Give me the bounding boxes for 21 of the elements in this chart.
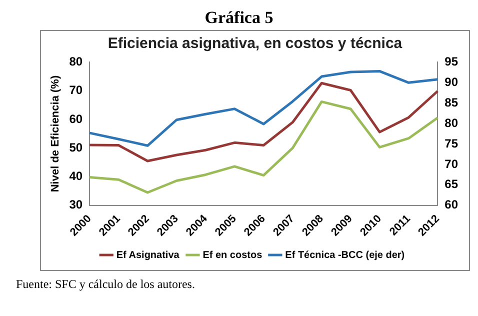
source-note: Fuente: SFC y cálculo de los autores. — [16, 277, 196, 292]
y-tick-label: 60 — [69, 112, 83, 126]
legend-label: Ef Técnica -BCC (eje der) — [285, 250, 405, 261]
legend-label: Ef en costos — [202, 250, 263, 261]
chart-subtitle: Eficiencia asignativa, en costos y técnica — [106, 35, 404, 52]
chart-title: Gráfica 5 — [204, 8, 274, 28]
y-axis-title: Nivel de Eficiencia (%) — [50, 75, 62, 192]
legend-label: Ef Asignativa — [116, 250, 180, 261]
y-tick-label: 70 — [69, 83, 83, 98]
y-tick-label: 30 — [69, 198, 83, 212]
y2-tick-label: 60 — [444, 198, 458, 212]
y2-tick-label: 85 — [444, 95, 458, 110]
y2-tick-label: 70 — [444, 156, 458, 171]
y-tick-label: 80 — [69, 54, 83, 69]
y-tick-label: 50 — [69, 140, 83, 154]
y-tick-label: 40 — [69, 169, 83, 184]
y2-tick-label: 90 — [444, 74, 458, 89]
y2-tick-label: 95 — [444, 54, 458, 69]
y2-tick-label: 80 — [444, 116, 458, 130]
y2-tick-label: 65 — [444, 177, 458, 192]
y2-tick-label: 75 — [444, 136, 458, 150]
